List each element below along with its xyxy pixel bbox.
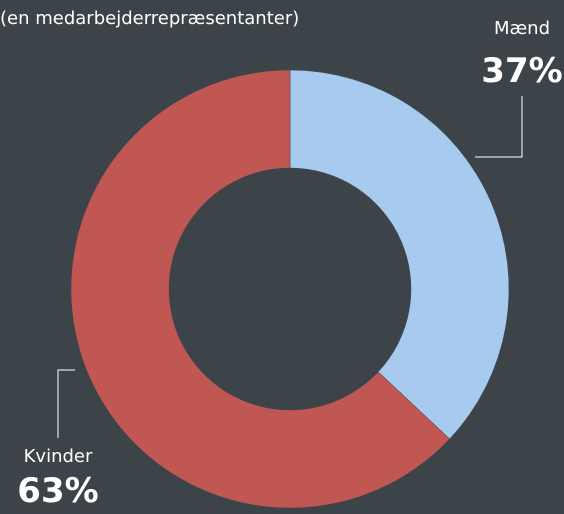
leader-line <box>57 369 75 438</box>
category-label: Kvinder <box>24 446 93 467</box>
value-label: 37% <box>481 51 562 91</box>
donut-slice <box>70 69 450 509</box>
leader-line <box>475 96 523 158</box>
donut <box>70 69 510 509</box>
chart-subtitle: (en medarbejderrepræsentanter) <box>0 8 299 29</box>
donut-slice <box>289 69 510 440</box>
category-label: Mænd <box>494 18 550 39</box>
value-label: 63% <box>17 471 98 511</box>
